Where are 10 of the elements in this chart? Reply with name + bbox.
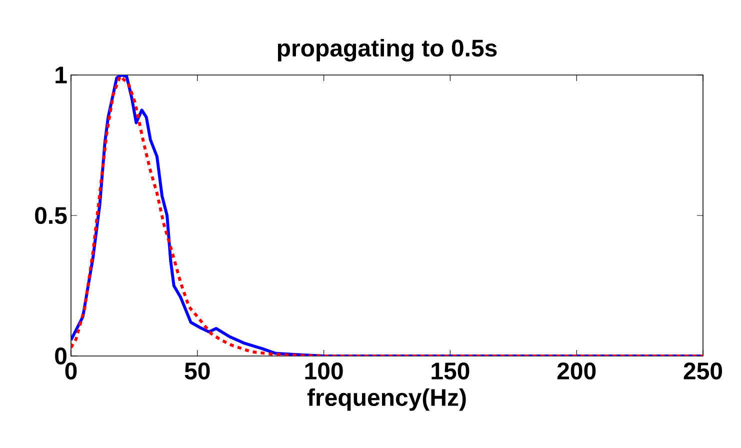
x-axis-title: frequency(Hz) (307, 388, 466, 411)
y-tick-label: 0 (55, 348, 66, 364)
x-tick-label: 50 (184, 362, 210, 380)
chart-title: propagating to 0.5s (278, 38, 497, 62)
x-tick-label: 100 (305, 362, 343, 380)
y-tick-label: 1 (56, 66, 67, 84)
y-tick-label: 0.5 (35, 207, 67, 224)
x-tick-label: 250 (684, 362, 722, 380)
x-tick-label: 200 (557, 362, 596, 380)
x-tick-label: 150 (432, 362, 470, 380)
